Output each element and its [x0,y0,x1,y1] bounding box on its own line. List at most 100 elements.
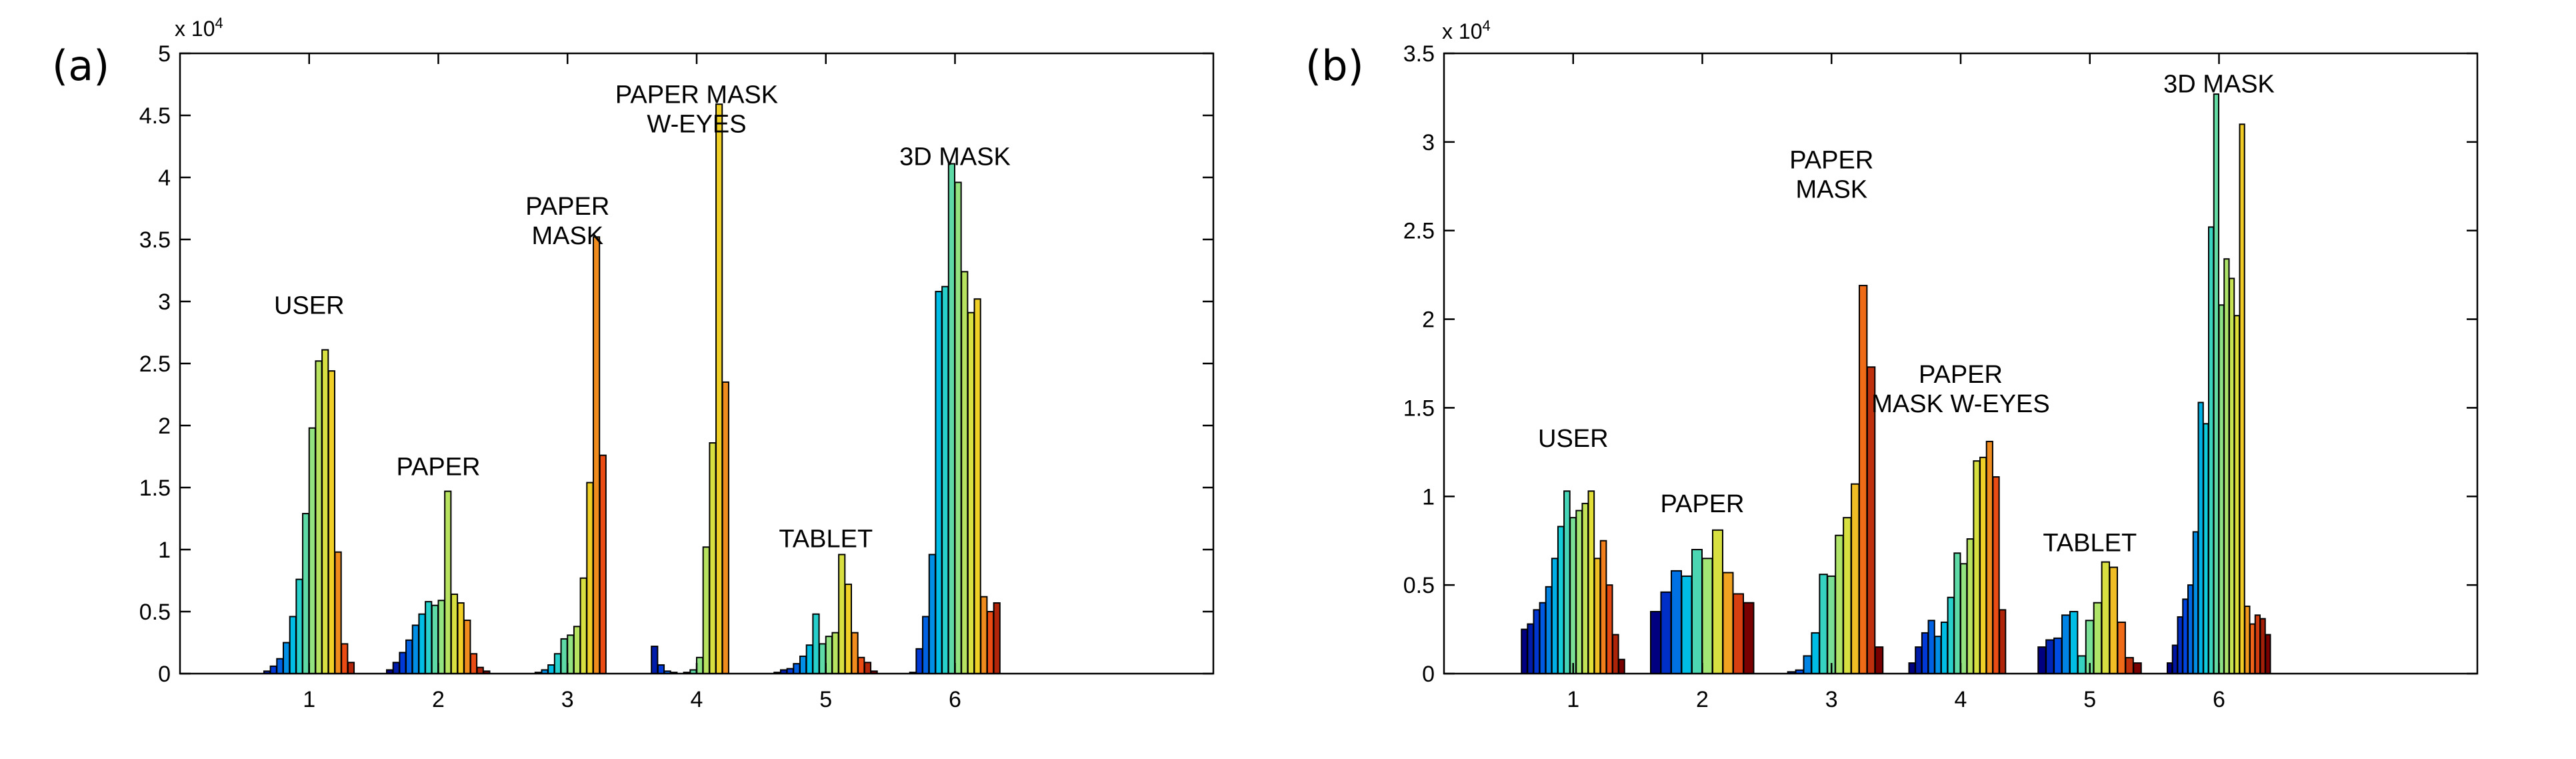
x-tick-label-a-3: 4 [691,687,703,712]
bar-b-1-5 [1545,586,1553,674]
plot-frame-a [179,52,1215,675]
group-label-line-a-2-1: PAPER [396,453,480,481]
x-tick-label-b-3: 4 [1955,687,1967,712]
bar-a-1-12 [327,370,335,674]
bar-b-1-11 [1581,502,1589,674]
bar-b-2-7 [1712,529,1723,675]
bar-b-4-12 [1979,456,1987,675]
bar-b-2-10 [1743,602,1755,675]
bar-b-6-5 [2187,584,2194,675]
bar-b-5-8 [2093,602,2103,675]
group-label-line-a-5-1: TABLET [779,525,873,553]
bar-a-6-6 [935,291,943,674]
bar-b-6-10 [2213,93,2219,675]
y-tick-label-b-4: 2 [1422,307,1435,333]
bar-b-5-5 [2069,611,2079,674]
plot-frame-b [1443,52,2479,675]
bar-b-6-18 [2254,614,2261,674]
bar-b-6-14 [2233,315,2240,674]
bar-b-5-2 [2045,639,2055,675]
bar-a-4-2 [651,646,659,675]
bar-a-3-11 [579,577,587,675]
bar-b-6-2 [2171,644,2178,674]
y-tick-label-b-7: 3.5 [1403,41,1435,67]
bar-b-4-15 [1999,609,2007,675]
bar-b-5-9 [2101,561,2111,674]
bar-b-2-5 [1691,549,1703,674]
bar-a-2-3 [399,652,407,675]
bar-a-6-12 [973,298,981,674]
x-tick-label-b-0: 1 [1567,687,1579,712]
bar-b-3-10 [1851,483,1860,674]
bar-b-1-17 [1618,658,1625,674]
bar-a-2-6 [418,613,426,674]
bar-b-6-13 [2229,277,2235,674]
group-label-a-1: USER [274,292,345,320]
bar-b-4-4 [1927,620,1935,674]
y-tick-label-a-7: 3.5 [139,227,171,253]
bar-b-5-12 [2125,657,2134,675]
bar-b-6-3 [2177,616,2183,674]
bar-a-4-9 [696,656,704,675]
bar-b-6-1 [2167,662,2173,674]
bar-b-5-11 [2117,621,2126,674]
bar-b-6-4 [2182,598,2189,675]
bar-b-1-12 [1587,490,1595,674]
bar-b-1-15 [1605,584,1613,675]
x-tick-label-a-0: 1 [303,687,315,712]
bar-a-6-8 [947,163,956,675]
group-label-line-b-3-1: PAPER [1789,147,1873,175]
y-tick-label-b-1: 0.5 [1403,573,1435,598]
group-label-b-6: 3D MASK [2163,71,2275,99]
bar-b-4-6 [1940,621,1949,674]
bar-b-1-8 [1563,490,1571,674]
bar-b-4-11 [1973,460,1981,674]
bar-a-1-9 [308,427,316,674]
bar-b-1-10 [1575,510,1583,674]
bar-b-4-5 [1934,636,1942,675]
y-tick-label-b-5: 2.5 [1403,219,1435,244]
bar-b-5-10 [2109,566,2118,674]
bar-a-5-15 [863,662,872,675]
y-tick-label-a-9: 4.5 [139,103,171,129]
bar-a-1-6 [289,616,297,674]
bar-b-1-9 [1569,517,1577,674]
bar-b-2-1 [1650,611,1661,674]
bar-a-4-11 [709,442,717,674]
bar-a-2-5 [411,624,419,675]
bar-b-5-3 [2053,637,2063,674]
bar-a-3-13 [593,236,601,674]
y-tick-label-b-2: 1 [1422,484,1435,510]
y-tick-label-a-10: 5 [158,41,171,67]
x-tick-label-a-2: 3 [561,687,574,712]
bar-a-6-14 [986,611,995,674]
bar-a-2-8 [431,604,439,675]
bar-b-4-3 [1921,632,1929,675]
bar-b-4-14 [1992,476,2000,674]
y-tick-label-a-5: 2.5 [139,351,171,377]
bar-b-2-9 [1733,593,1744,674]
bar-a-1-15 [347,662,355,675]
bar-a-5-12 [844,584,853,675]
panel-label-b: (b) [1305,41,1364,90]
bar-a-3-10 [573,626,581,675]
y-tick-label-b-6: 3 [1422,130,1435,155]
bar-a-1-4 [276,658,284,674]
bar-b-6-17 [2249,623,2256,674]
group-label-b-3: PAPER MASK [1789,147,1873,204]
group-label-line-b-6-1: 3D MASK [2163,71,2275,99]
bar-a-6-3 [915,648,923,674]
bar-b-5-13 [2133,662,2142,674]
y-exponent-a: x 104 [175,15,223,41]
bar-a-2-12 [457,602,465,674]
bar-a-5-8 [819,643,827,674]
bar-a-3-8 [560,638,568,674]
x-tick-label-b-4: 5 [2083,687,2096,712]
bar-b-6-8 [2203,423,2209,675]
bar-a-6-9 [954,181,962,674]
bar-b-2-4 [1681,575,1693,674]
bar-b-1-16 [1612,634,1619,674]
bar-b-1-14 [1599,540,1607,675]
